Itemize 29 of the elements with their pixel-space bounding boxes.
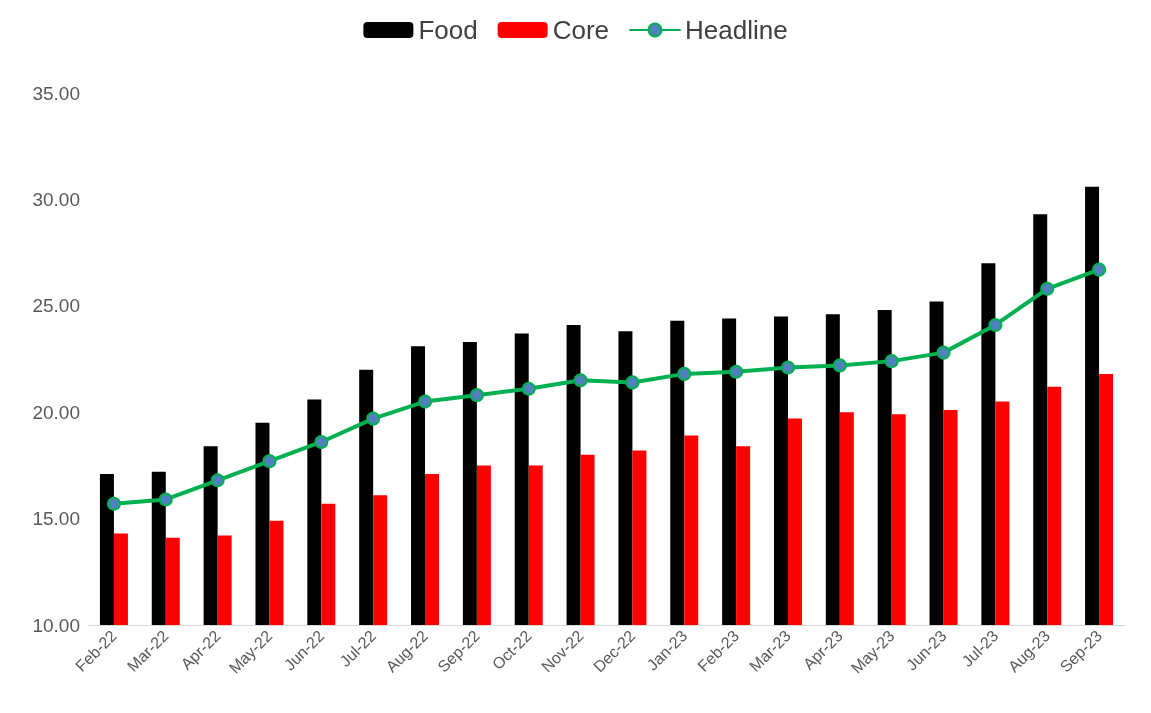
point <box>988 317 1003 332</box>
point <box>832 358 847 373</box>
point <box>210 473 225 488</box>
point <box>625 375 640 390</box>
point <box>936 345 951 360</box>
point <box>366 411 381 426</box>
point <box>884 354 899 369</box>
point <box>314 434 329 449</box>
point <box>729 364 744 379</box>
point <box>677 366 692 381</box>
legend-label: Core <box>552 15 609 45</box>
point <box>1040 281 1055 296</box>
y-tick-label: 15.00 <box>32 508 80 530</box>
point <box>780 360 795 375</box>
y-tick-label: 35.00 <box>32 82 80 104</box>
legend-label: Headline <box>684 15 788 45</box>
point <box>418 394 433 409</box>
y-tick-label: 20.00 <box>32 401 80 423</box>
y-tick-label: 25.00 <box>32 295 80 317</box>
legend-label: Food <box>418 15 478 45</box>
point <box>573 373 588 388</box>
point <box>106 496 121 511</box>
point <box>262 454 277 469</box>
point <box>158 492 173 507</box>
point <box>521 381 536 396</box>
y-tick-label: 30.00 <box>32 188 80 210</box>
point <box>469 388 484 403</box>
y-tick-label: 10.00 <box>32 614 80 636</box>
point <box>1092 262 1107 277</box>
